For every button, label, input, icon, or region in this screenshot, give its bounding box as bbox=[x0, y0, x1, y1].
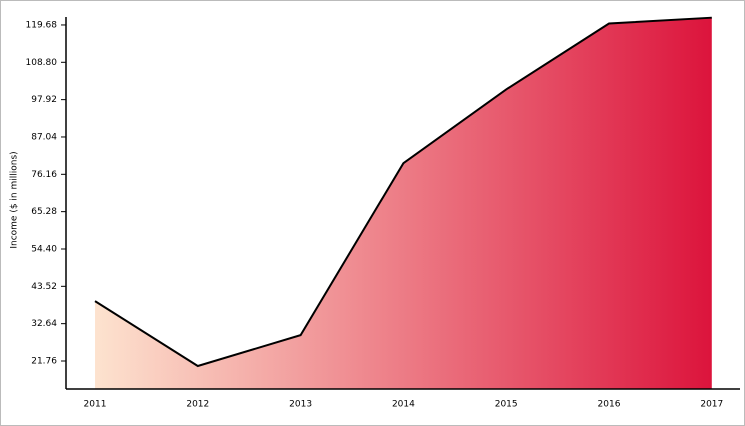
x-tick-label: 2014 bbox=[392, 400, 415, 410]
y-tick-label: 21.76 bbox=[31, 356, 57, 366]
area-fill bbox=[95, 17, 712, 390]
y-tick-label: 32.64 bbox=[31, 319, 57, 329]
y-tick-label: 54.40 bbox=[31, 244, 57, 254]
y-tick-label: 65.28 bbox=[31, 207, 57, 217]
x-tick-label: 2013 bbox=[289, 400, 312, 410]
area-line bbox=[94, 16, 712, 368]
x-tick-label: 2012 bbox=[186, 400, 209, 410]
x-tick-label: 2016 bbox=[598, 400, 621, 410]
x-tick-label: 2015 bbox=[495, 400, 518, 410]
y-axis-label: Income ($ in millions) bbox=[10, 151, 20, 248]
x-tick-label: 2011 bbox=[84, 400, 107, 410]
y-tick-label: 43.52 bbox=[31, 282, 57, 292]
y-tick-label: 108.80 bbox=[26, 58, 58, 68]
y-tick-label: 87.04 bbox=[31, 132, 57, 142]
y-tick-label: 97.92 bbox=[31, 95, 57, 105]
y-tick-label: 119.68 bbox=[26, 20, 58, 30]
x-tick-label: 2017 bbox=[700, 400, 723, 410]
y-tick-label: 76.16 bbox=[31, 170, 57, 180]
